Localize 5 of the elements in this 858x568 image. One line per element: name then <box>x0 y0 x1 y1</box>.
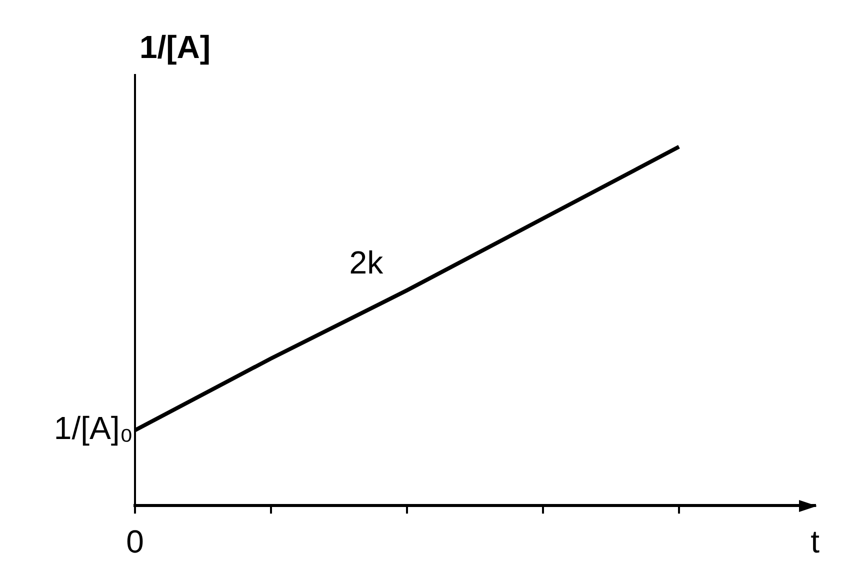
text: 1/[A]₀ <box>54 410 133 446</box>
text: 0 <box>126 523 144 560</box>
annotation: 2k <box>349 244 384 280</box>
y-axis-title: 1/[A] <box>139 28 211 65</box>
x-axis-title: t <box>810 523 820 560</box>
